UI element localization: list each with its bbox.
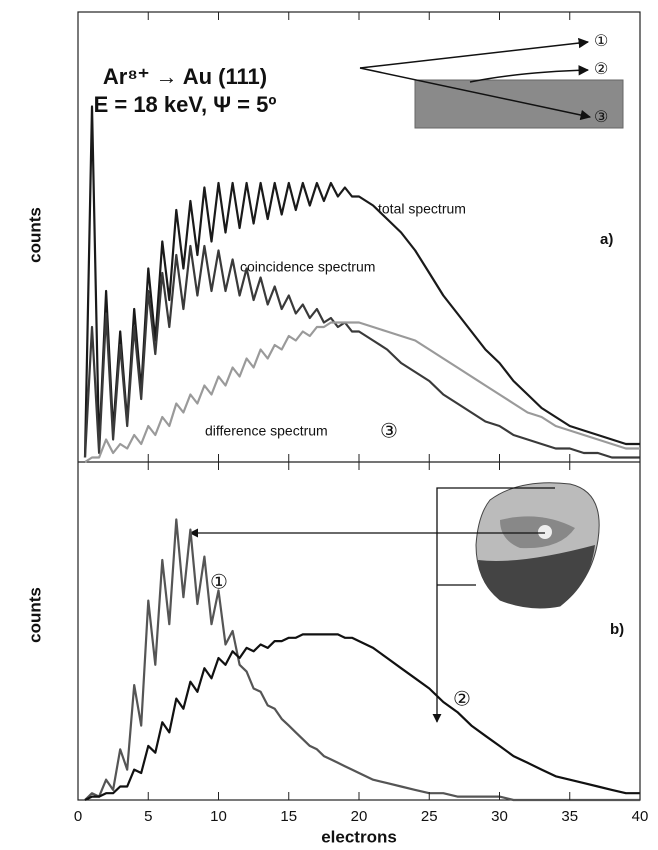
detector-inset [189,482,600,723]
trajectory [469,65,590,83]
series-label: total spectrum [378,201,466,217]
frame [77,11,641,801]
x-axis-label: electrons [321,827,397,846]
x-tick-label: 5 [144,808,152,825]
chart-title: Ar⁸⁺ → Au (111) [103,64,267,89]
detector-spot [538,525,552,539]
annotation: ③ [380,420,398,442]
x-tick-label: 10 [210,808,227,825]
series-label: coincidence spectrum [240,259,375,275]
series-label: difference spectrum [205,423,328,439]
x-tick-label: 35 [561,808,578,825]
detector-region [500,516,575,549]
inset-label: ① [594,33,608,50]
detector-region [478,545,595,608]
series-line [83,105,640,458]
x-tick-label: 25 [421,808,438,825]
x-tick-label: 15 [280,808,297,825]
inset-label: ② [594,61,608,78]
series-line [84,633,640,801]
surface [414,79,624,129]
panel-label: b) [610,621,624,638]
panel-label: a) [600,231,613,248]
geometry-inset: ① ② ③ [359,33,624,129]
series-line [83,244,640,459]
x-tick-label: 40 [632,808,649,825]
series-line [84,518,640,802]
x-tick-label: 20 [351,808,368,825]
y-axis-label: counts [25,207,44,263]
series-label: ② [453,688,471,710]
y-axis-label: counts [25,587,44,643]
x-tick-label: 30 [491,808,508,825]
x-tick-label: 0 [74,808,82,825]
series-line [84,321,640,463]
trajectory [359,67,592,121]
chart-subtitle: E = 18 keV, Ψ = 5º [94,92,277,117]
series-label: ① [210,571,228,593]
arrow [432,487,555,723]
inset-label: ③ [594,109,608,126]
trajectory [359,37,590,69]
